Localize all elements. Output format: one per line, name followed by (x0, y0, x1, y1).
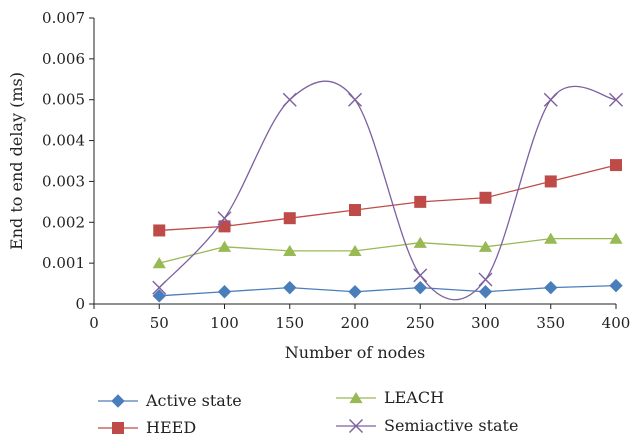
data-point (413, 280, 427, 295)
legend-label: Active state (145, 391, 242, 410)
y-axis-ticks: 0 0.001 0.002 0.003 0.004 0.005 0.006 0.007 (42, 9, 94, 313)
legend-item: HEED (98, 418, 196, 437)
y-tick-label: 0 (75, 295, 85, 313)
data-point (348, 244, 362, 256)
data-point (544, 175, 557, 188)
y-tick-label: 0.002 (42, 213, 85, 231)
series-active-state (152, 278, 623, 303)
x-tick-label: 200 (341, 314, 370, 332)
data-point (217, 285, 232, 299)
series-heed (153, 159, 622, 237)
data-point (349, 204, 361, 217)
data-point (282, 92, 297, 107)
series-layer (152, 80, 623, 303)
data-point (283, 280, 297, 295)
legend-label: Semiactive state (384, 416, 518, 435)
y-tick-label: 0.004 (42, 132, 85, 150)
series-line (159, 164, 617, 232)
data-point (217, 240, 232, 252)
series-line (159, 284, 617, 297)
data-point (479, 191, 492, 204)
x-tick-label: 350 (536, 314, 565, 332)
data-point (478, 240, 493, 252)
data-point (414, 195, 427, 208)
x-tick-label: 0 (89, 314, 99, 332)
y-tick-label: 0.006 (42, 50, 85, 68)
data-point (413, 268, 428, 283)
data-point (610, 159, 622, 172)
legend-item: LEACH (336, 388, 444, 407)
data-point (283, 244, 297, 256)
x-tick-label: 400 (602, 314, 631, 332)
legend-marker (111, 394, 125, 408)
data-point (348, 92, 362, 107)
data-point (152, 289, 166, 303)
data-point (217, 211, 232, 226)
legend-marker (349, 419, 363, 433)
legend-marker (349, 392, 363, 404)
x-axis-ticks: 0 50 100 150 200 250 300 350 400 (89, 304, 630, 332)
series-line (159, 237, 616, 264)
data-point (348, 285, 362, 299)
y-tick-label: 0.005 (42, 91, 85, 109)
data-point (413, 236, 427, 248)
axes (93, 18, 616, 305)
x-tick-label: 50 (150, 314, 169, 332)
legend-label: HEED (146, 418, 196, 437)
series-leach (152, 232, 623, 269)
y-axis-title: End to end delay (ms) (7, 72, 26, 250)
x-tick-label: 250 (406, 314, 435, 332)
legend-item: Active state (98, 391, 242, 410)
data-point (152, 257, 166, 269)
data-point (609, 278, 623, 293)
data-point (152, 280, 167, 295)
y-tick-label: 0.001 (42, 254, 85, 272)
data-point (544, 280, 558, 295)
data-point (283, 212, 296, 225)
legend-item: Semiactive state (336, 416, 518, 435)
data-point (609, 232, 623, 244)
x-tick-label: 100 (210, 314, 239, 332)
x-tick-label: 150 (275, 314, 304, 332)
y-tick-label: 0.003 (42, 172, 85, 190)
data-point (478, 272, 493, 287)
data-point (609, 92, 623, 107)
series-semiactive-state (152, 80, 623, 301)
y-tick-label: 0.007 (42, 9, 85, 27)
legend: Active state HEED LEACH Semiactive state (98, 388, 518, 437)
x-tick-label: 300 (471, 314, 500, 332)
series-line (158, 80, 617, 301)
x-axis-title: Number of nodes (285, 343, 425, 362)
data-point (544, 232, 558, 244)
data-point (543, 92, 558, 107)
data-point (153, 224, 166, 237)
legend-marker (112, 422, 124, 434)
data-point (478, 285, 493, 299)
legend-label: LEACH (384, 388, 444, 407)
